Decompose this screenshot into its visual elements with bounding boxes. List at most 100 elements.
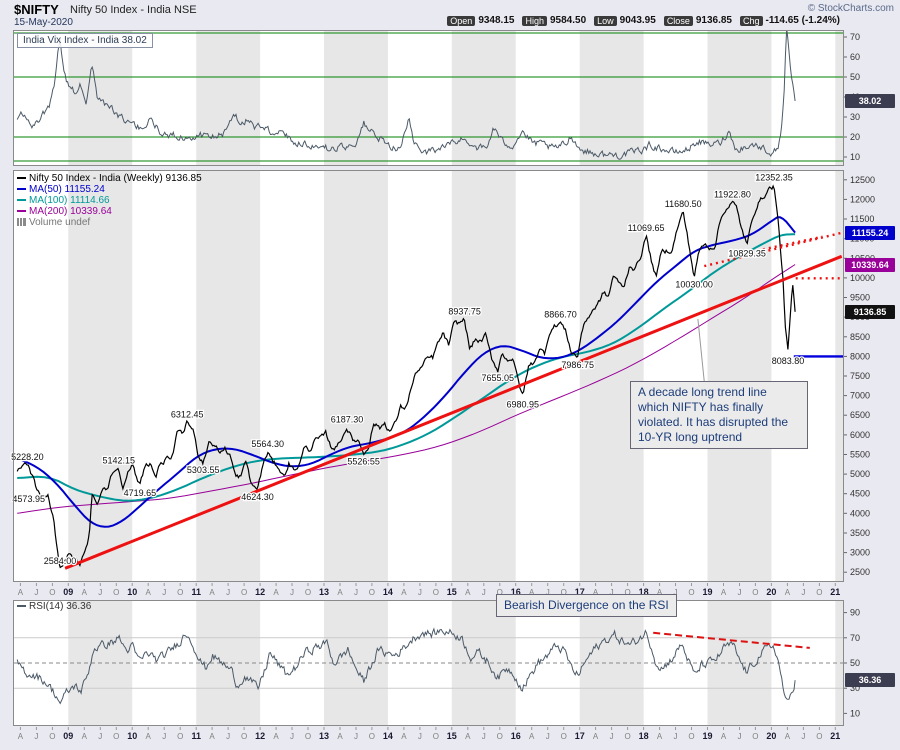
x-axis-month-label: J bbox=[98, 732, 102, 741]
y-axis-label: 3500 bbox=[850, 528, 870, 538]
x-axis-year-label: 19 bbox=[702, 587, 712, 597]
x-axis-year-label: 21 bbox=[830, 587, 840, 597]
chart-date: 15-May-2020 bbox=[14, 17, 73, 28]
x-axis-year-label: 17 bbox=[575, 587, 585, 597]
y-axis-label: 70 bbox=[850, 32, 860, 42]
x-axis-month-label: A bbox=[401, 588, 407, 597]
x-axis-month-label: O bbox=[497, 732, 503, 741]
x-axis-month-label: J bbox=[801, 732, 805, 741]
x-axis-month-label: O bbox=[241, 732, 247, 741]
y-axis-label: 4500 bbox=[850, 489, 870, 499]
y-axis-label: 8000 bbox=[850, 351, 870, 361]
x-axis-month-label: A bbox=[273, 732, 279, 741]
ma50-legend: MA(50) 11155.24 bbox=[29, 184, 105, 195]
high-value: 9584.50 bbox=[549, 15, 587, 26]
x-axis-month-label: J bbox=[226, 732, 230, 741]
vix-legend: India Vix Index - India 38.02 bbox=[17, 33, 153, 48]
price-line-swatch bbox=[17, 177, 26, 180]
vix-panel-chart: 10203040506070 bbox=[13, 30, 860, 166]
rsi-panel-chart: 10 30 50 70 90 bbox=[13, 600, 860, 726]
y-axis-label: 60 bbox=[850, 52, 860, 62]
price-label: 4719.65 bbox=[124, 488, 157, 498]
dotted-annotation-line bbox=[739, 235, 823, 256]
rsi-line bbox=[16, 627, 796, 705]
x-axis-month-label: J bbox=[162, 732, 166, 741]
ma200-swatch bbox=[17, 210, 26, 213]
price-label: 2584.00 bbox=[44, 556, 77, 566]
price-label: 10030.00 bbox=[675, 280, 713, 290]
x-axis-month-label: A bbox=[82, 732, 88, 741]
x-axis-month-label: A bbox=[82, 588, 88, 597]
ma50-swatch bbox=[17, 188, 26, 191]
main-chart-legend: Nifty 50 Index - India (Weekly) 9136.85 … bbox=[17, 173, 202, 228]
y-axis-label: 9500 bbox=[850, 293, 870, 303]
x-axis-month-label: J bbox=[418, 588, 422, 597]
x-axis-month-label: O bbox=[49, 588, 55, 597]
x-axis-month-label: O bbox=[305, 588, 311, 597]
open-value: 9348.15 bbox=[478, 15, 515, 26]
x-axis-year-label: 11 bbox=[191, 731, 201, 741]
x-axis-month-label: A bbox=[593, 588, 599, 597]
x-axis-month-label: A bbox=[593, 732, 599, 741]
price-label: 5142.15 bbox=[103, 456, 136, 466]
price-label: 6187.30 bbox=[331, 415, 364, 425]
x-axis-month-label: A bbox=[785, 732, 791, 741]
x-axis-month-label: A bbox=[529, 588, 535, 597]
y-axis-label: 50 bbox=[850, 658, 860, 668]
chart-title: Nifty 50 Index - India NSE bbox=[70, 4, 197, 16]
x-axis-year-label: 10 bbox=[127, 587, 137, 597]
y-axis-label: 8500 bbox=[850, 332, 870, 342]
x-axis-year-label: 16 bbox=[511, 731, 521, 741]
rsi-annotation: Bearish Divergence on the RSI bbox=[496, 594, 677, 617]
low-value: 9043.95 bbox=[619, 15, 656, 26]
x-axis-month-label: O bbox=[688, 588, 694, 597]
ma100-legend: MA(100) 11114.66 bbox=[29, 195, 110, 206]
x-axis-year-label: 14 bbox=[383, 731, 393, 741]
y-axis-label: 11500 bbox=[850, 214, 874, 224]
x-axis-year-label: 19 bbox=[702, 731, 712, 741]
x-axis-month-label: A bbox=[785, 588, 791, 597]
copyright: © StockCharts.com bbox=[807, 3, 894, 14]
y-axis-label: 10000 bbox=[850, 273, 875, 283]
x-axis-month-label: A bbox=[337, 732, 343, 741]
y-axis-label: 30 bbox=[850, 683, 860, 693]
x-axis-month-label: O bbox=[816, 588, 822, 597]
x-axis-month-label: O bbox=[816, 732, 822, 741]
close-label: Close bbox=[663, 15, 693, 26]
x-axis-month-label: A bbox=[529, 732, 535, 741]
annotation-pointer-line bbox=[697, 319, 705, 382]
x-axis-month-label: O bbox=[433, 588, 439, 597]
x-axis-month-label: A bbox=[146, 732, 152, 741]
y-axis-label: 50 bbox=[850, 72, 860, 82]
x-axis-year-label: 15 bbox=[447, 731, 457, 741]
rsi-value-badge: 36.36 bbox=[845, 673, 895, 688]
close-value-badge: 9136.85 bbox=[845, 304, 895, 319]
rsi-legend: RSI(14) 36.36 bbox=[17, 601, 91, 612]
y-axis-label: 12500 bbox=[850, 175, 875, 185]
x-axis-year-label: 18 bbox=[639, 731, 649, 741]
y-axis-label: 30 bbox=[850, 112, 860, 122]
x-axis-month-label: O bbox=[305, 732, 311, 741]
x-axis-month-label: O bbox=[497, 588, 503, 597]
x-axis-year-label: 13 bbox=[319, 731, 329, 741]
x-axis-month-label: A bbox=[721, 732, 727, 741]
close-value: 9136.85 bbox=[695, 15, 732, 26]
vix-legend-label: India Vix Index - India 38.02 bbox=[23, 35, 147, 46]
x-axis-month-label: O bbox=[561, 588, 567, 597]
y-axis-label: 90 bbox=[850, 608, 860, 618]
y-axis-label: 4000 bbox=[850, 508, 870, 518]
x-axis-month-label: A bbox=[209, 732, 215, 741]
x-axis-month-label: O bbox=[624, 588, 630, 597]
x-axis-month-label: O bbox=[752, 732, 758, 741]
x-axis-month-label: J bbox=[290, 588, 294, 597]
main-legend-title: Nifty 50 Index - India (Weekly) 9136.85 bbox=[29, 173, 202, 184]
nifty-line bbox=[16, 184, 796, 569]
x-axis-month-label: J bbox=[801, 588, 805, 597]
y-axis-label: 5500 bbox=[850, 450, 870, 460]
x-axis-month-label: A bbox=[337, 588, 343, 597]
volume-icon bbox=[17, 218, 26, 226]
ma200-line bbox=[17, 264, 796, 514]
vix-line bbox=[16, 30, 796, 160]
low-label: Low bbox=[594, 15, 617, 26]
